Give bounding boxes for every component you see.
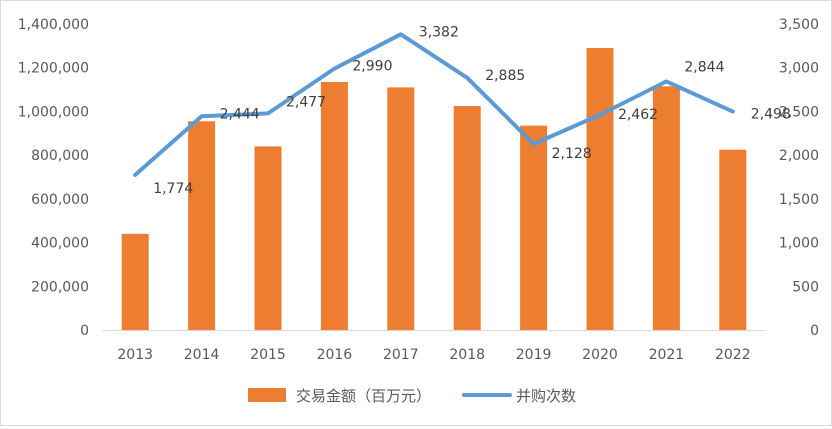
bar-2017 xyxy=(387,87,414,330)
bar-2015 xyxy=(255,146,282,330)
bar-2020 xyxy=(587,48,614,330)
line-data-label-2021: 2,844 xyxy=(684,59,724,75)
x-tick-label: 2014 xyxy=(184,347,220,363)
bar-2019 xyxy=(520,126,547,330)
right-tick-label: 3,500 xyxy=(779,17,819,33)
right-tick-label: 0 xyxy=(810,323,819,339)
line-data-label-2017: 3,382 xyxy=(419,24,459,40)
left-y-axis: 0 200,000 400,000 600,000 800,000 1,000,000 1,… xyxy=(18,17,89,339)
right-tick-label: 3,000 xyxy=(779,61,819,77)
right-tick-label: 1,500 xyxy=(779,192,819,208)
left-tick-label: 200,000 xyxy=(31,279,89,295)
x-tick-label: 2019 xyxy=(516,347,552,363)
left-tick-label: 600,000 xyxy=(31,192,89,208)
left-tick-label: 1,200,000 xyxy=(18,61,89,77)
bar-2016 xyxy=(321,82,348,330)
line-data-label-2014: 2,444 xyxy=(220,106,260,122)
line-series xyxy=(135,34,733,175)
legend-line-label: 并购次数 xyxy=(516,387,576,405)
right-tick-label: 2,000 xyxy=(779,148,819,164)
x-tick-label: 2020 xyxy=(582,347,618,363)
line-data-label-2022: 2,498 xyxy=(751,107,791,123)
x-tick-label: 2016 xyxy=(317,347,353,363)
left-tick-label: 800,000 xyxy=(31,148,89,164)
left-tick-label: 400,000 xyxy=(31,236,89,252)
bar-2014 xyxy=(188,121,215,330)
right-tick-label: 1,000 xyxy=(779,236,819,252)
line-data-label-2019: 2,128 xyxy=(552,146,592,162)
line-data-label-2015: 2,477 xyxy=(286,94,326,110)
line-path xyxy=(135,34,733,175)
left-tick-label: 0 xyxy=(80,323,89,339)
x-tick-label: 2022 xyxy=(715,347,751,363)
legend-bar-label: 交易金额（百万元） xyxy=(296,387,431,405)
left-tick-label: 1,000,000 xyxy=(18,104,89,120)
x-tick-label: 2015 xyxy=(250,347,286,363)
bar-2021 xyxy=(653,86,680,330)
x-tick-label: 2018 xyxy=(449,347,485,363)
line-data-label-2018: 2,885 xyxy=(485,68,525,84)
bar-2013 xyxy=(122,234,149,330)
line-data-label-2013: 1,774 xyxy=(153,181,193,197)
legend-bar-swatch xyxy=(248,388,286,402)
right-tick-label: 500 xyxy=(792,279,819,295)
line-data-label-2020: 2,462 xyxy=(618,107,658,123)
x-tick-label: 2021 xyxy=(649,347,685,363)
left-tick-label: 1,400,000 xyxy=(18,17,89,33)
bar-2022 xyxy=(719,150,746,330)
line-data-label-2016: 2,990 xyxy=(352,59,392,75)
bar-2018 xyxy=(454,106,481,330)
x-tick-label: 2017 xyxy=(383,347,419,363)
legend: 交易金额（百万元） 并购次数 xyxy=(248,387,576,405)
x-tick-label: 2013 xyxy=(117,347,153,363)
x-axis: 2013 2014 2015 2016 2017 2018 2019 2020 2021 2022 xyxy=(102,331,766,364)
